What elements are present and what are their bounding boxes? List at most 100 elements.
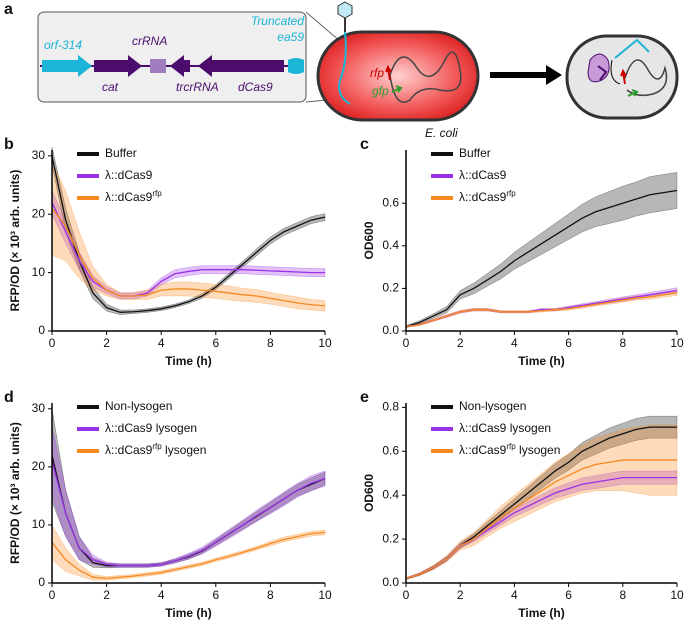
legend-text: λ::dCas9: [105, 421, 153, 435]
x-tick-label: 0: [49, 588, 56, 602]
confidence-band: [405, 289, 678, 328]
legend-label: λ::dCas9rfp lysogen: [105, 442, 206, 457]
gene-label: orf-314: [44, 38, 82, 52]
x-tick-label: 10: [670, 336, 684, 350]
gene-ea59: [288, 58, 304, 74]
x-tick-label: 8: [267, 336, 274, 350]
y-tick-label: 0: [38, 323, 45, 337]
y-axis-label: RFP/OD (× 10³ arb. units): [8, 422, 22, 564]
x-tick-label: 6: [212, 336, 219, 350]
y-tick-label: 30: [32, 148, 46, 162]
panel-a: a orf-314 crRNA cat trcrRNA dCas9 Trunca…: [4, 1, 679, 140]
legend-label: λ::dCas9: [459, 168, 507, 182]
y-tick-label: 0.0: [382, 323, 399, 337]
y-tick-label: 10: [32, 517, 46, 531]
x-axis-label: Time (h): [518, 606, 564, 620]
gene-crrna: [150, 59, 166, 73]
y-tick-label: 20: [32, 459, 46, 473]
gene-dcas9: [198, 55, 284, 77]
x-tick-label: 10: [318, 588, 332, 602]
legend-label: λ::dCas9rfp: [105, 189, 162, 204]
y-tick-label: 30: [32, 401, 46, 415]
arrow-head: [546, 65, 562, 85]
legend-label: λ::dCas9rfp: [459, 189, 516, 204]
confidence-band: [51, 524, 326, 581]
confidence-band: [51, 161, 326, 312]
y-axis-label: OD600: [362, 221, 376, 259]
legend-label: λ::dCas9rfp lysogen: [459, 442, 560, 457]
panel-label: d: [4, 389, 14, 406]
legend-text: Buffer: [459, 146, 491, 160]
x-tick-label: 2: [457, 336, 464, 350]
x-tick-label: 2: [103, 588, 110, 602]
legend-text: lysogen: [506, 421, 551, 435]
gene-label: rfp: [370, 66, 384, 80]
x-tick-label: 0: [49, 336, 56, 350]
x-tick-label: 10: [318, 336, 332, 350]
legend-label: λ::dCas9 lysogen: [459, 421, 551, 435]
legend-text: λ::dCas9: [105, 443, 153, 457]
legend-text: λ::dCas9: [459, 443, 507, 457]
rfp-promoter: [620, 68, 627, 85]
organism-label: E. coli: [425, 126, 458, 140]
x-tick-label: 4: [158, 588, 165, 602]
gene-label: Truncated: [251, 14, 304, 28]
x-tick-label: 0: [403, 588, 410, 602]
panel-label: c: [360, 136, 369, 153]
x-tick-label: 2: [103, 336, 110, 350]
legend-text: Non-lysogen: [459, 399, 526, 413]
x-tick-label: 0: [403, 336, 410, 350]
panel-label: b: [4, 136, 14, 153]
prophage: [614, 38, 650, 59]
legend-text: lysogen: [152, 421, 197, 435]
legend-text: rfp: [152, 189, 162, 198]
line: [51, 460, 326, 567]
gene-orf314: [42, 55, 92, 77]
x-tick-label: 8: [267, 588, 274, 602]
x-tick-label: 4: [158, 336, 165, 350]
gene-box: [37, 11, 307, 103]
legend-text: rfp: [152, 442, 162, 451]
cell-infected: [316, 30, 480, 122]
y-axis-label: OD600: [362, 474, 376, 512]
y-tick-label: 0.0: [382, 575, 399, 589]
x-axis-label: Time (h): [165, 354, 211, 368]
legend-text: lysogen: [516, 443, 561, 457]
legend-label: λ::dCas9 lysogen: [105, 421, 197, 435]
line: [51, 531, 326, 580]
line: [51, 455, 326, 567]
legend-text: λ::dCas9: [459, 421, 507, 435]
x-tick-label: 6: [212, 588, 219, 602]
y-tick-label: 20: [32, 206, 46, 220]
legend-label: Buffer: [459, 146, 491, 160]
legend-text: rfp: [506, 189, 516, 198]
gene-label: ea59: [277, 30, 304, 44]
x-tick-label: 4: [511, 336, 518, 350]
y-tick-label: 0.8: [382, 400, 399, 414]
chromosome: [624, 59, 668, 97]
phage-dna: [338, 31, 351, 105]
y-axis-label: RFP/OD (× 10³ arb. units): [8, 170, 22, 312]
gene-label: cat: [102, 80, 119, 94]
guide-rna: [597, 65, 608, 81]
x-tick-label: 8: [619, 588, 626, 602]
gene-label: dCas9: [238, 80, 273, 94]
legend-label: Buffer: [105, 146, 137, 160]
phage-head: [337, 1, 353, 19]
legend-label: Non-lysogen: [459, 399, 526, 413]
panel-label: e: [360, 389, 369, 406]
y-tick-label: 0.4: [382, 487, 399, 501]
y-tick-label: 0.6: [382, 195, 399, 209]
gfp-promoter: [391, 85, 403, 93]
y-tick-label: 10: [32, 265, 46, 279]
line: [405, 189, 678, 328]
legend-text: λ::dCas9: [105, 168, 153, 182]
x-tick-label: 10: [670, 588, 684, 602]
legend-text: λ::dCas9: [459, 190, 507, 204]
x-tick-label: 6: [565, 588, 572, 602]
y-tick-label: 0.2: [382, 531, 399, 545]
confidence-band: [51, 426, 326, 568]
confidence-band: [51, 147, 326, 315]
